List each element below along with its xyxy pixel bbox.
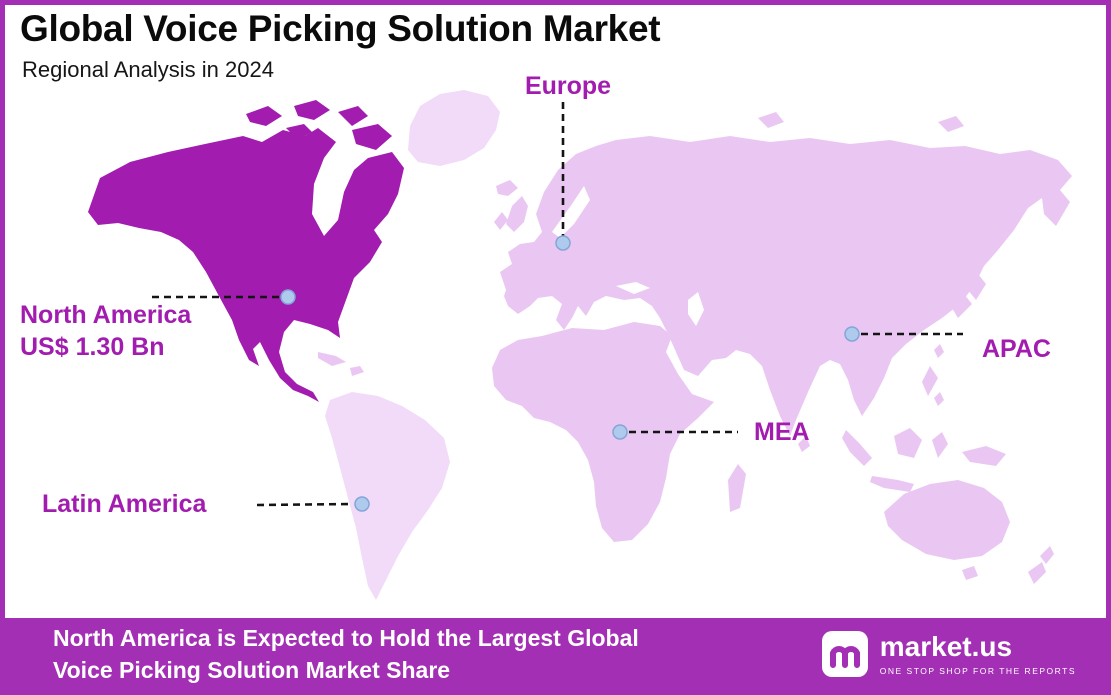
world-map (88, 90, 1072, 600)
island-hispaniola (350, 366, 364, 376)
region-label-europe-text: Europe (524, 72, 612, 100)
region-label-north-america: North America US$ 1.30 Bn (20, 299, 191, 363)
leader-lines (152, 102, 963, 507)
region-markers (280, 235, 860, 512)
island-philippines-south (934, 392, 944, 406)
landmass-north-america (88, 128, 404, 402)
island-ireland (494, 212, 508, 230)
region-label-latin-america: Latin America (42, 490, 206, 519)
region-label-mea-text: MEA (754, 418, 810, 446)
island-sri-lanka (798, 436, 810, 452)
brand-text: market.us ONE STOP SHOP FOR THE REPORTS (879, 630, 1076, 676)
island-arctic-canada-1 (246, 106, 282, 126)
footer-banner: North America is Expected to Hold the La… (5, 618, 1106, 690)
marker-north-america (280, 289, 296, 305)
region-label-europe: Europe (468, 72, 668, 101)
landmass-eurasia (500, 136, 1072, 436)
region-label-apac: APAC (982, 335, 1051, 364)
footer-note-line2: Voice Picking Solution Market Share (53, 657, 451, 683)
landmass-australia (884, 480, 1010, 560)
brand-tagline: ONE STOP SHOP FOR THE REPORTS (879, 665, 1076, 676)
footer-note: North America is Expected to Hold the La… (5, 622, 639, 686)
island-japan (968, 274, 986, 300)
footer-note-line1: North America is Expected to Hold the La… (53, 624, 639, 651)
island-taiwan (934, 344, 944, 358)
leader-line-latin-america (256, 502, 354, 507)
island-arctic-canada-2 (294, 100, 330, 120)
island-tasmania (962, 566, 978, 580)
region-label-mea: MEA (754, 418, 810, 447)
island-baffin (352, 124, 392, 150)
island-arctic-canada-4 (286, 124, 312, 140)
region-label-latin-america-text: Latin America (42, 490, 207, 518)
island-sumatra (842, 430, 872, 466)
marker-mea (612, 424, 628, 440)
region-label-apac-text: APAC (982, 335, 1051, 363)
landmass-south-america (325, 392, 450, 600)
island-uk (506, 196, 528, 232)
landmass-highlight-group (88, 100, 404, 402)
brand-block: market.us ONE STOP SHOP FOR THE REPORTS (821, 630, 1106, 677)
landmass-africa (492, 322, 714, 542)
island-madagascar (728, 464, 746, 512)
market-us-logo-icon (821, 631, 868, 677)
island-philippines (922, 366, 938, 396)
island-greenland (408, 90, 500, 166)
landmass-soft-group (325, 90, 500, 600)
island-cuba (318, 352, 346, 366)
region-value-north-america: US$ 1.30 Bn (20, 333, 165, 361)
island-java (870, 476, 914, 492)
island-sulawesi (932, 432, 948, 458)
island-new-guinea (962, 446, 1006, 466)
island-arctic-russia-east (938, 116, 964, 132)
island-arctic-canada-3 (338, 106, 368, 126)
island-new-zealand-south (1028, 562, 1046, 584)
page-title: Global Voice Picking Solution Market (20, 8, 661, 49)
brand-name: market.us (879, 630, 1013, 662)
page-subtitle: Regional Analysis in 2024 (22, 57, 274, 82)
island-new-zealand-north (1040, 546, 1054, 564)
region-label-north-america-text: North America (20, 301, 192, 329)
island-arctic-russia-west (758, 112, 784, 128)
island-japan-south (952, 294, 972, 318)
island-iceland (496, 180, 518, 196)
marker-latin-america (354, 496, 370, 512)
landmass-light-group (318, 112, 1072, 584)
island-borneo (894, 428, 922, 458)
marker-apac (844, 326, 860, 342)
marker-europe (555, 235, 571, 251)
